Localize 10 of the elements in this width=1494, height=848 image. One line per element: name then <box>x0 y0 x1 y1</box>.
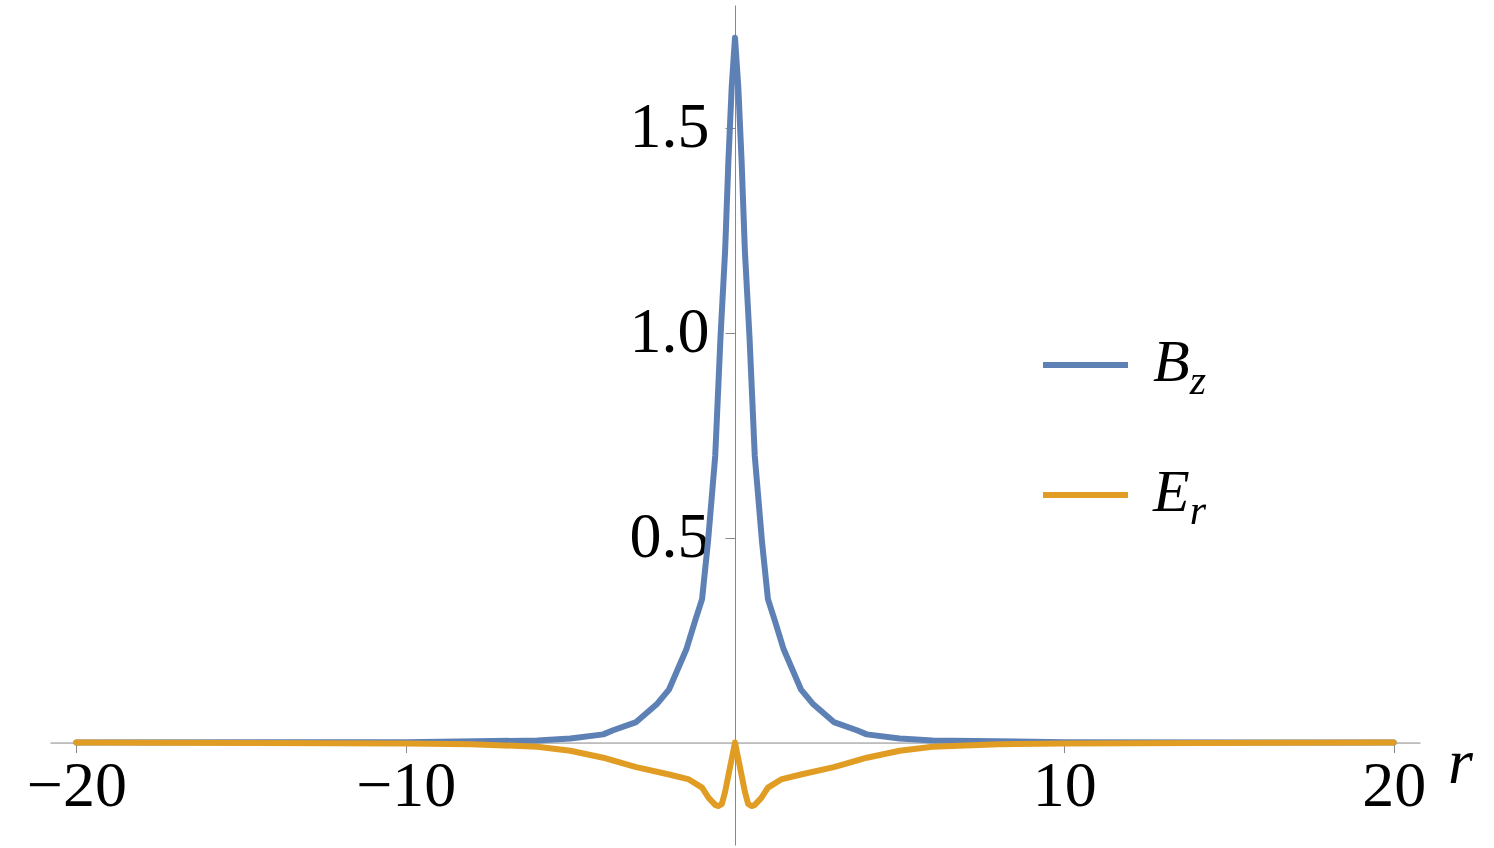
y-tick-label: 1.0 <box>629 295 710 367</box>
x-tick-label: 10 <box>1032 749 1097 821</box>
x-tick-label: −20 <box>26 749 127 821</box>
x-axis-title: r <box>1448 726 1475 798</box>
legend-label: B$_{z}$ <box>1153 326 1207 404</box>
y-tick-label: 0.5 <box>629 500 710 572</box>
y-tick-label: 1.5 <box>629 90 710 162</box>
x-tick-label: 20 <box>1362 749 1427 821</box>
x-tick-label: −10 <box>356 749 457 821</box>
legend-label: E$_{r}$ <box>1153 456 1207 534</box>
